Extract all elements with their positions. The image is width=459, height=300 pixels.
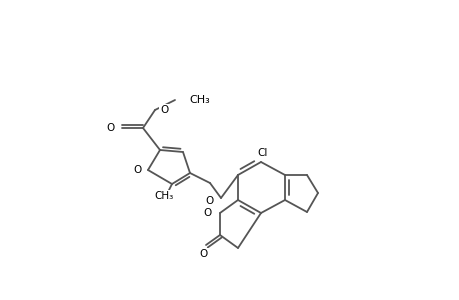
Text: Cl: Cl — [257, 148, 268, 158]
Text: O: O — [134, 165, 142, 175]
Text: O: O — [205, 196, 213, 206]
Text: O: O — [160, 105, 168, 115]
Text: O: O — [106, 123, 115, 133]
Text: O: O — [200, 249, 207, 259]
Text: O: O — [203, 208, 212, 218]
Text: CH₃: CH₃ — [154, 191, 173, 201]
Text: CH₃: CH₃ — [189, 95, 209, 105]
